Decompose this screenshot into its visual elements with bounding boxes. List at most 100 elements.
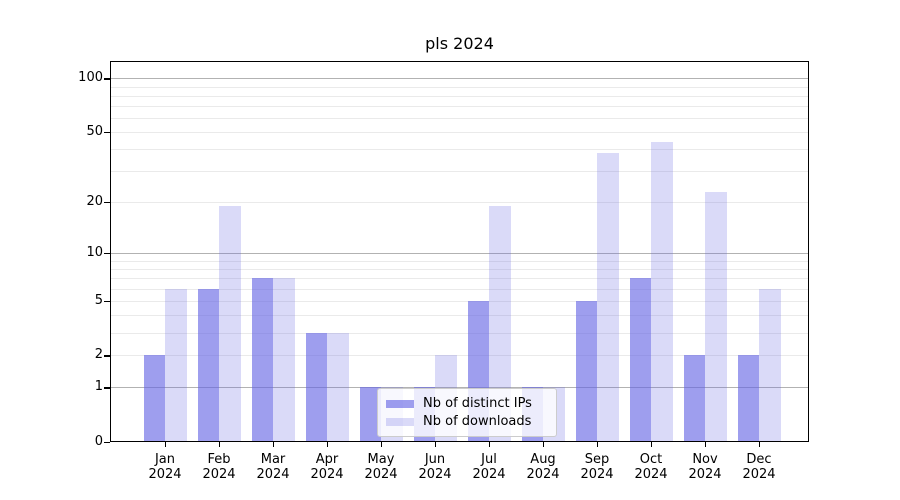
- legend-item: Nb of distinct IPs: [386, 395, 548, 412]
- y-tick-label: 20: [86, 194, 103, 210]
- x-tick-mark: [219, 442, 221, 447]
- x-tick-label-line: Jun: [424, 452, 446, 467]
- gridline-minor: [111, 171, 808, 173]
- x-tick-mark: [705, 442, 707, 447]
- x-tick-mark: [165, 442, 167, 447]
- bar-distinct-ips: [251, 278, 273, 442]
- x-tick-label: Mar 2024: [245, 452, 301, 482]
- bar-downloads: [273, 278, 295, 442]
- y-tick-mark: [104, 202, 110, 204]
- x-tick-label-line: Aug: [530, 452, 556, 467]
- x-tick-label: Jul 2024: [461, 452, 517, 482]
- bar-downloads: [327, 332, 349, 442]
- bar-distinct-ips: [629, 278, 651, 442]
- gridline-minor: [111, 260, 808, 262]
- gridline-minor: [111, 149, 808, 151]
- x-tick-label: Jan 2024: [137, 452, 193, 482]
- x-tick-mark: [543, 442, 545, 447]
- y-tick-mark: [104, 387, 110, 389]
- bar-downloads: [489, 205, 511, 442]
- x-tick-label: Nov 2024: [677, 452, 733, 482]
- chart-title: pls 2024: [425, 34, 494, 53]
- y-tick-mark: [104, 355, 110, 357]
- x-tick-mark: [381, 442, 383, 447]
- bar-downloads: [165, 288, 187, 442]
- bar-downloads: [705, 191, 727, 442]
- y-tick-mark: [104, 132, 110, 134]
- x-tick-mark: [435, 442, 437, 447]
- y-tick-label: 0: [94, 434, 103, 449]
- legend-item: Nb of downloads: [386, 413, 548, 430]
- x-tick-label-line: 2024: [364, 467, 398, 482]
- x-tick-label-line: 2024: [202, 467, 236, 482]
- x-tick-label: Dec 2024: [731, 452, 787, 482]
- legend-label: Nb of distinct IPs: [423, 395, 532, 411]
- x-tick-label-line: Dec: [746, 452, 772, 467]
- bar-distinct-ips: [305, 332, 327, 442]
- x-tick-label: Jun 2024: [407, 452, 463, 482]
- x-tick-label-line: 2024: [418, 467, 452, 482]
- x-tick-label-line: 2024: [634, 467, 668, 482]
- gridline-minor: [111, 132, 808, 134]
- bar-distinct-ips: [197, 288, 219, 442]
- bar-distinct-ips: [575, 300, 597, 442]
- x-tick-label-line: May: [367, 452, 395, 467]
- x-tick-label-line: 2024: [310, 467, 344, 482]
- y-tick-label: 10: [86, 245, 103, 261]
- bar-distinct-ips: [143, 355, 165, 442]
- legend: Nb of distinct IPs Nb of downloads: [377, 388, 557, 437]
- bar-downloads: [219, 205, 241, 442]
- y-tick-mark: [104, 300, 110, 303]
- x-tick-label: Feb 2024: [191, 452, 247, 482]
- x-tick-label-line: Jul: [481, 452, 497, 467]
- gridline-minor: [111, 95, 808, 97]
- x-tick-label-line: 2024: [580, 467, 614, 482]
- x-tick-label-line: 2024: [148, 467, 182, 482]
- x-tick-mark: [327, 442, 329, 447]
- x-tick-mark: [489, 442, 491, 447]
- bar-distinct-ips: [737, 355, 759, 442]
- x-tick-label: Oct 2024: [623, 452, 679, 482]
- x-tick-mark: [651, 442, 653, 447]
- x-tick-label: May 2024: [353, 452, 409, 482]
- bar-downloads: [651, 142, 673, 442]
- x-tick-label: Sep 2024: [569, 452, 625, 482]
- x-tick-label-line: 2024: [256, 467, 290, 482]
- y-tick-label: 5: [94, 292, 103, 308]
- x-tick-label-line: 2024: [526, 467, 560, 482]
- x-tick-mark: [597, 442, 599, 447]
- y-tick-mark: [104, 253, 110, 255]
- gridline-major: [111, 78, 808, 80]
- legend-swatch: [386, 417, 414, 426]
- x-tick-label-line: Sep: [584, 452, 610, 467]
- bar-downloads: [759, 288, 781, 442]
- x-tick-label: Apr 2024: [299, 452, 355, 482]
- x-tick-label: Aug 2024: [515, 452, 571, 482]
- x-tick-label-line: 2024: [742, 467, 776, 482]
- x-tick-mark: [759, 442, 761, 447]
- y-tick-label: 100: [78, 70, 103, 86]
- bar-distinct-ips: [683, 355, 705, 442]
- gridline-minor: [111, 268, 808, 270]
- gridline-minor: [111, 278, 808, 280]
- bar-downloads: [597, 153, 619, 442]
- x-tick-label-line: Nov: [692, 452, 718, 467]
- y-tick-label: 2: [94, 347, 103, 363]
- x-tick-mark: [273, 442, 275, 447]
- y-tick-label: 1: [94, 379, 103, 395]
- gridline-minor: [111, 86, 808, 88]
- x-tick-label-line: 2024: [688, 467, 722, 482]
- bar-distinct-ips: [359, 387, 381, 442]
- x-tick-label-line: Apr: [315, 452, 339, 467]
- gridline-minor: [111, 106, 808, 108]
- y-tick-label: 50: [86, 124, 103, 140]
- gridline-major: [111, 253, 808, 255]
- y-tick-mark: [104, 78, 110, 80]
- x-tick-label-line: 2024: [472, 467, 506, 482]
- legend-label: Nb of downloads: [423, 413, 532, 429]
- legend-swatch: [386, 399, 414, 408]
- y-tick-mark: [104, 442, 110, 444]
- x-tick-label-line: Oct: [639, 452, 663, 467]
- gridline-minor: [111, 118, 808, 120]
